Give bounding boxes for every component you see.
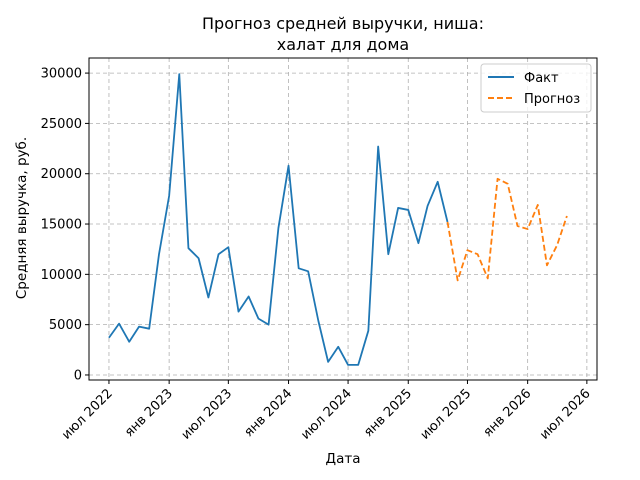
y-tick-label: 20000 <box>41 167 82 182</box>
legend-label-fact: Факт <box>524 71 559 86</box>
plot-frame <box>88 57 598 381</box>
y-tick-label: 0 <box>74 368 82 383</box>
series-line-forecast <box>446 177 568 282</box>
legend-label-forecast: Прогноз <box>524 92 580 107</box>
chart-title-line-1: Прогноз средней выручки, ниша: <box>202 14 484 33</box>
series-line-fact <box>108 73 449 366</box>
y-tick-label: 5000 <box>49 318 82 333</box>
series-layer <box>108 73 568 366</box>
chart-title-line-2: халат для дома <box>277 35 409 54</box>
y-tick-label: 25000 <box>41 117 82 132</box>
y-tick-label: 30000 <box>41 67 82 82</box>
y-axis: 0 5000 10000 15000 20000 25000 30000 <box>41 67 89 383</box>
y-tick-label: 10000 <box>41 268 82 283</box>
y-tick-label: 15000 <box>41 218 82 233</box>
legend: Факт Прогноз <box>480 63 592 113</box>
y-axis-title: Средняя выручка, руб. <box>14 137 30 299</box>
x-axis-title: Дата <box>326 451 361 467</box>
grid <box>89 58 597 380</box>
